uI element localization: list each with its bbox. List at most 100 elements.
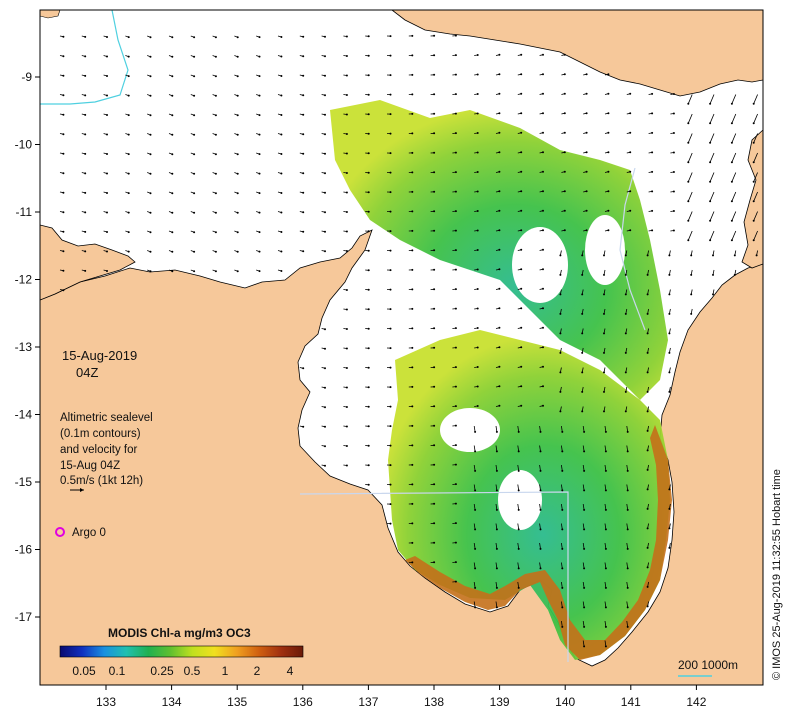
- velocity-arrow-head: [477, 93, 479, 95]
- velocity-arrow-head: [581, 410, 583, 412]
- velocity-arrow-head: [496, 489, 498, 491]
- velocity-arrow-head: [651, 132, 653, 134]
- velocity-arrow-head: [433, 54, 435, 56]
- velocity-arrow-head: [520, 93, 522, 95]
- velocity-arrow-head: [668, 527, 670, 529]
- velocity-arrow-head: [106, 36, 108, 38]
- velocity-arrow-head: [433, 93, 435, 95]
- velocity-arrow-head: [324, 231, 326, 233]
- velocity-arrow-head: [520, 405, 522, 407]
- velocity-arrow-head: [193, 251, 195, 253]
- velocity-arrow-head: [559, 410, 561, 412]
- velocity-arrow-head: [498, 229, 500, 231]
- velocity-arrow-head: [607, 132, 609, 134]
- velocity-arrow-head: [559, 371, 561, 373]
- velocity-arrow-head: [498, 405, 500, 407]
- velocity-arrow-head: [542, 112, 544, 114]
- velocity-arrow-head: [542, 132, 544, 134]
- velocity-arrow-head: [605, 431, 607, 433]
- velocity-arrow-head: [324, 445, 326, 447]
- velocity-arrow-head: [62, 133, 64, 135]
- velocity-arrow-head: [605, 470, 607, 472]
- velocity-arrow-head: [668, 254, 670, 256]
- velocity-arrow-head: [564, 132, 566, 134]
- velocity-arrow-head: [498, 307, 500, 309]
- velocity-arrow-head: [687, 122, 689, 124]
- velocity-arrow-head: [455, 132, 457, 134]
- velocity-arrow-head: [62, 250, 64, 252]
- velocity-arrow-head: [215, 173, 217, 175]
- velocity-arrow-head: [474, 431, 476, 433]
- velocity-arrow-head: [498, 366, 500, 368]
- velocity-arrow-head: [709, 142, 711, 144]
- velocity-arrow-head: [581, 332, 583, 334]
- velocity-arrow-head: [106, 75, 108, 77]
- velocity-arrow-head: [731, 200, 733, 202]
- velocity-arrow-head: [542, 327, 544, 329]
- y-tick-label: -17: [15, 610, 33, 624]
- velocity-arrow-head: [280, 56, 282, 58]
- velocity-arrow-head: [455, 581, 457, 583]
- x-tick-label: 134: [162, 695, 182, 709]
- velocity-arrow-head: [390, 328, 392, 330]
- velocity-arrow-head: [128, 231, 130, 233]
- velocity-arrow-head: [84, 270, 86, 272]
- velocity-arrow-head: [603, 293, 605, 295]
- velocity-arrow-head: [581, 391, 583, 393]
- velocity-arrow-head: [559, 254, 561, 256]
- velocity-arrow-head: [559, 274, 561, 276]
- velocity-arrow-head: [687, 161, 689, 163]
- velocity-arrow-head: [647, 605, 649, 607]
- velocity-arrow-head: [280, 212, 282, 214]
- velocity-arrow-head: [709, 239, 711, 241]
- velocity-arrow-head: [390, 230, 392, 232]
- velocity-arrow-head: [368, 94, 370, 96]
- velocity-arrow-head: [150, 114, 152, 116]
- y-tick-label: -11: [16, 205, 33, 219]
- velocity-arrow-head: [215, 95, 217, 97]
- velocity-arrow-head: [411, 132, 413, 134]
- velocity-arrow-head: [496, 606, 498, 608]
- velocity-arrow-head: [171, 114, 173, 116]
- velocity-arrow-head: [259, 173, 261, 175]
- velocity-arrow-head: [756, 254, 758, 256]
- velocity-arrow-head: [496, 567, 498, 569]
- velocity-arrow-head: [583, 470, 585, 472]
- velocity-arrow-head: [259, 212, 261, 214]
- velocity-arrow-head: [259, 114, 261, 116]
- velocity-arrow-head: [542, 210, 544, 212]
- velocity-arrow-head: [106, 134, 108, 136]
- velocity-arrow-head: [346, 309, 348, 311]
- velocity-arrow-head: [193, 36, 195, 38]
- velocity-arrow-head: [627, 509, 629, 511]
- velocity-arrow-head: [106, 56, 108, 58]
- velocity-arrow-head: [346, 387, 348, 389]
- velocity-arrow-head: [259, 251, 261, 253]
- velocity-arrow-head: [687, 181, 689, 183]
- velocity-arrow-head: [62, 153, 64, 155]
- velocity-arrow-head: [280, 134, 282, 136]
- velocity-arrow-head: [586, 171, 588, 173]
- colorbar-label: 1: [222, 664, 229, 678]
- velocity-arrow-head: [302, 250, 304, 252]
- velocity-arrow-head: [455, 54, 457, 56]
- velocity-arrow-head: [647, 566, 649, 568]
- velocity-arrow-head: [150, 192, 152, 194]
- velocity-arrow-head: [605, 450, 607, 452]
- velocity-arrow-head: [455, 503, 457, 505]
- velocity-arrow-head: [629, 93, 631, 95]
- colorbar-title: MODIS Chl-a mg/m3 OC3: [108, 626, 251, 640]
- velocity-arrow-head: [542, 93, 544, 95]
- velocity-arrow-head: [709, 161, 711, 163]
- velocity-arrow-head: [390, 484, 392, 486]
- x-tick-label: 141: [621, 695, 641, 709]
- velocity-arrow-head: [542, 190, 544, 192]
- velocity-arrow-head: [106, 251, 108, 253]
- velocity-arrow-head: [171, 56, 173, 58]
- velocity-arrow-head: [731, 103, 733, 105]
- velocity-arrow-head: [581, 293, 583, 295]
- velocity-arrow-head: [455, 35, 457, 37]
- velocity-arrow-head: [324, 94, 326, 96]
- velocity-arrow-head: [433, 444, 435, 446]
- velocity-arrow-head: [496, 528, 498, 530]
